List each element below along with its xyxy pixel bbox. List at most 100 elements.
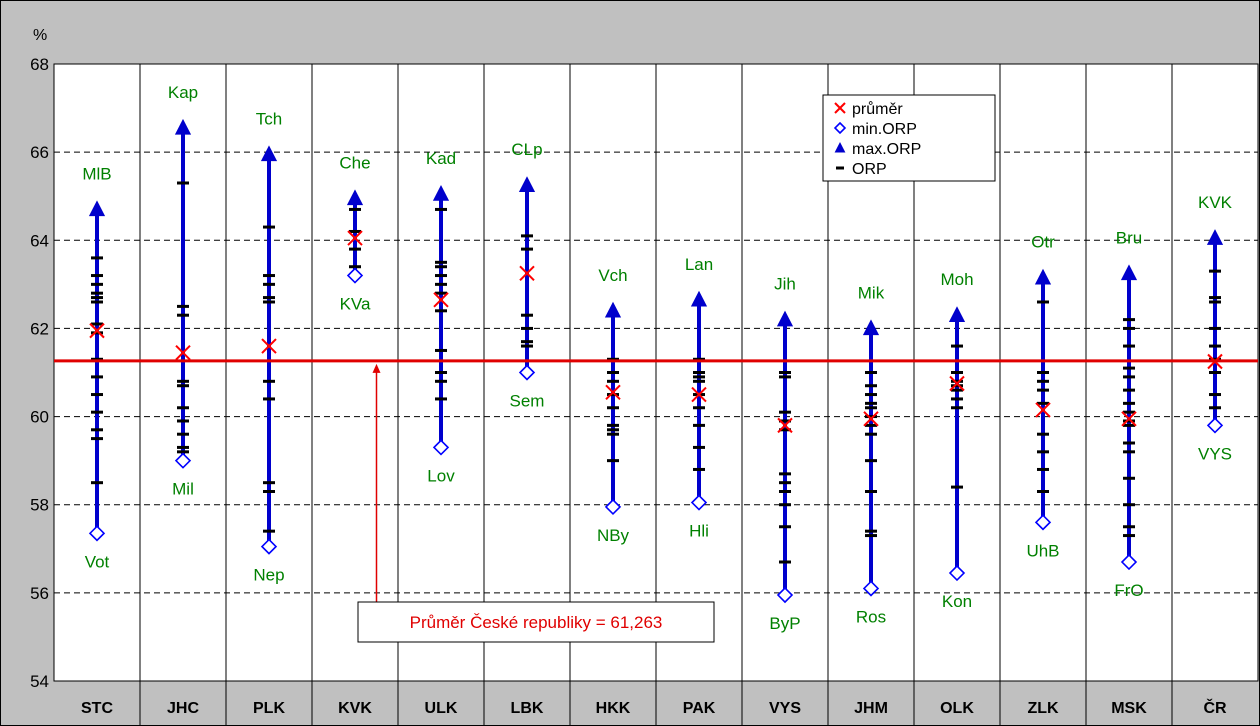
max-point-label: Kap [168, 83, 198, 102]
mean-point [175, 344, 191, 361]
mean-point [949, 375, 965, 392]
x-tick-label: JHM [854, 700, 888, 717]
mean-point [1121, 411, 1137, 427]
min-point-label: NBy [597, 526, 630, 545]
category-group-JHC: Kap Mil [168, 83, 198, 499]
min-point-label: Sem [510, 392, 545, 411]
category-group-LBK: CLp Sem [510, 140, 545, 410]
max-point-label: Kad [426, 149, 456, 168]
max-point-label: Tch [256, 109, 282, 128]
mean-point-stroke-b [605, 384, 621, 401]
mean-point-stroke-b [433, 292, 449, 308]
min-orp-point [346, 267, 364, 284]
min-orp-point [604, 498, 622, 516]
reference-label: Průměr České republiky = 61,263 [410, 613, 663, 632]
min-orp-point [432, 439, 450, 456]
category-group-HKK: Vch NBy [597, 266, 630, 545]
x-tick-label: ULK [425, 700, 458, 717]
max-orp-point [776, 310, 794, 327]
min-orp-point [1120, 553, 1138, 571]
max-point-label: CLp [511, 140, 542, 159]
max-orp-point [518, 176, 536, 192]
max-point-label: Jih [774, 275, 796, 294]
min-orp-point [948, 564, 966, 582]
legend-orp-label: ORP [852, 161, 887, 178]
max-orp-point [862, 319, 880, 336]
max-point-label: Moh [940, 270, 973, 289]
max-point-label: Otr [1031, 233, 1055, 252]
max-point-label: Mik [858, 283, 885, 302]
max-orp-point [690, 290, 708, 307]
legend-max-marker [834, 142, 846, 153]
category-group-KVK: Che KVa [339, 153, 371, 313]
max-point-label: Lan [685, 255, 713, 274]
y-tick-label: 66 [30, 143, 49, 162]
reference-label-box [357, 601, 715, 643]
min-orp-point [88, 525, 106, 542]
x-tick-label: ČR [1203, 698, 1227, 717]
x-tick-label: PLK [253, 700, 285, 717]
max-point-label: KVK [1198, 193, 1233, 212]
mean-point [89, 322, 105, 339]
x-tick-label: KVK [338, 700, 372, 717]
mean-point-stroke-b [863, 411, 879, 427]
x-tick-label: MSK [1111, 700, 1147, 717]
x-tick-label: HKK [596, 700, 631, 717]
category-group-PLK: Tch Nep [253, 109, 284, 584]
min-orp-point [174, 452, 192, 469]
series-layer: MlB Vot Kap Mil Tch Nep Che KVa Kad Lov CLp Sem Vch N… [82, 83, 1232, 633]
mean-point-stroke-b [1121, 411, 1137, 427]
category-group-MSK: Bru FrO [1114, 228, 1143, 600]
category-group-PAK: Lan Hli [685, 255, 713, 541]
min-point-label: Vot [85, 552, 110, 571]
min-orp-point [260, 538, 278, 555]
mean-point-stroke-b [777, 417, 793, 434]
y-unit-label: % [33, 27, 47, 44]
max-point-label: MlB [82, 164, 111, 183]
y-tick-label: 58 [30, 496, 49, 515]
x-tick-label: STC [81, 700, 113, 717]
max-orp-point [1120, 264, 1138, 281]
min-point-label: ByP [769, 614, 800, 633]
mean-point [1035, 402, 1051, 418]
mean-point-stroke-b [347, 230, 363, 246]
y-tick-label: 62 [30, 319, 49, 338]
max-orp-point [1034, 268, 1052, 285]
category-group-STC: MlB Vot [82, 164, 111, 571]
max-point-label: Vch [598, 266, 627, 285]
category-group-VYS: Jih ByP [769, 275, 800, 633]
min-orp-point [776, 586, 794, 604]
mean-point-stroke-b [519, 265, 535, 282]
max-orp-point [260, 145, 278, 162]
min-point-label: Kon [942, 592, 972, 611]
max-orp-point [174, 118, 192, 135]
mean-point [863, 411, 879, 427]
min-point-label: KVa [340, 295, 371, 314]
min-point-label: Nep [253, 566, 284, 585]
category-group-ULK: Kad Lov [426, 149, 456, 485]
min-point-label: Lov [427, 466, 455, 485]
mean-point [261, 338, 277, 354]
legend-min-label: min.ORP [852, 121, 917, 138]
max-orp-point [88, 200, 106, 217]
legend-mean-label: průměr [852, 100, 903, 118]
max-orp-point [1206, 229, 1224, 245]
max-orp-point [604, 301, 622, 318]
max-orp-point [346, 189, 364, 206]
min-orp-point [690, 494, 708, 511]
max-orp-point [948, 306, 966, 322]
max-point-label: Che [339, 153, 370, 172]
x-tick-label: ZLK [1027, 700, 1059, 717]
y-tick-label: 54 [30, 672, 49, 691]
min-point-label: Hli [689, 522, 709, 541]
min-point-label: VYS [1198, 444, 1232, 463]
y-tick-label: 64 [30, 231, 49, 250]
y-tick-label: 56 [30, 584, 49, 603]
mean-point [777, 417, 793, 434]
mean-point [433, 292, 449, 308]
x-tick-label: LBK [511, 700, 544, 717]
reference-layer: Průměr České republiky = 61,263 [54, 359, 1258, 643]
max-orp-point [432, 185, 450, 201]
mean-point [605, 384, 621, 401]
